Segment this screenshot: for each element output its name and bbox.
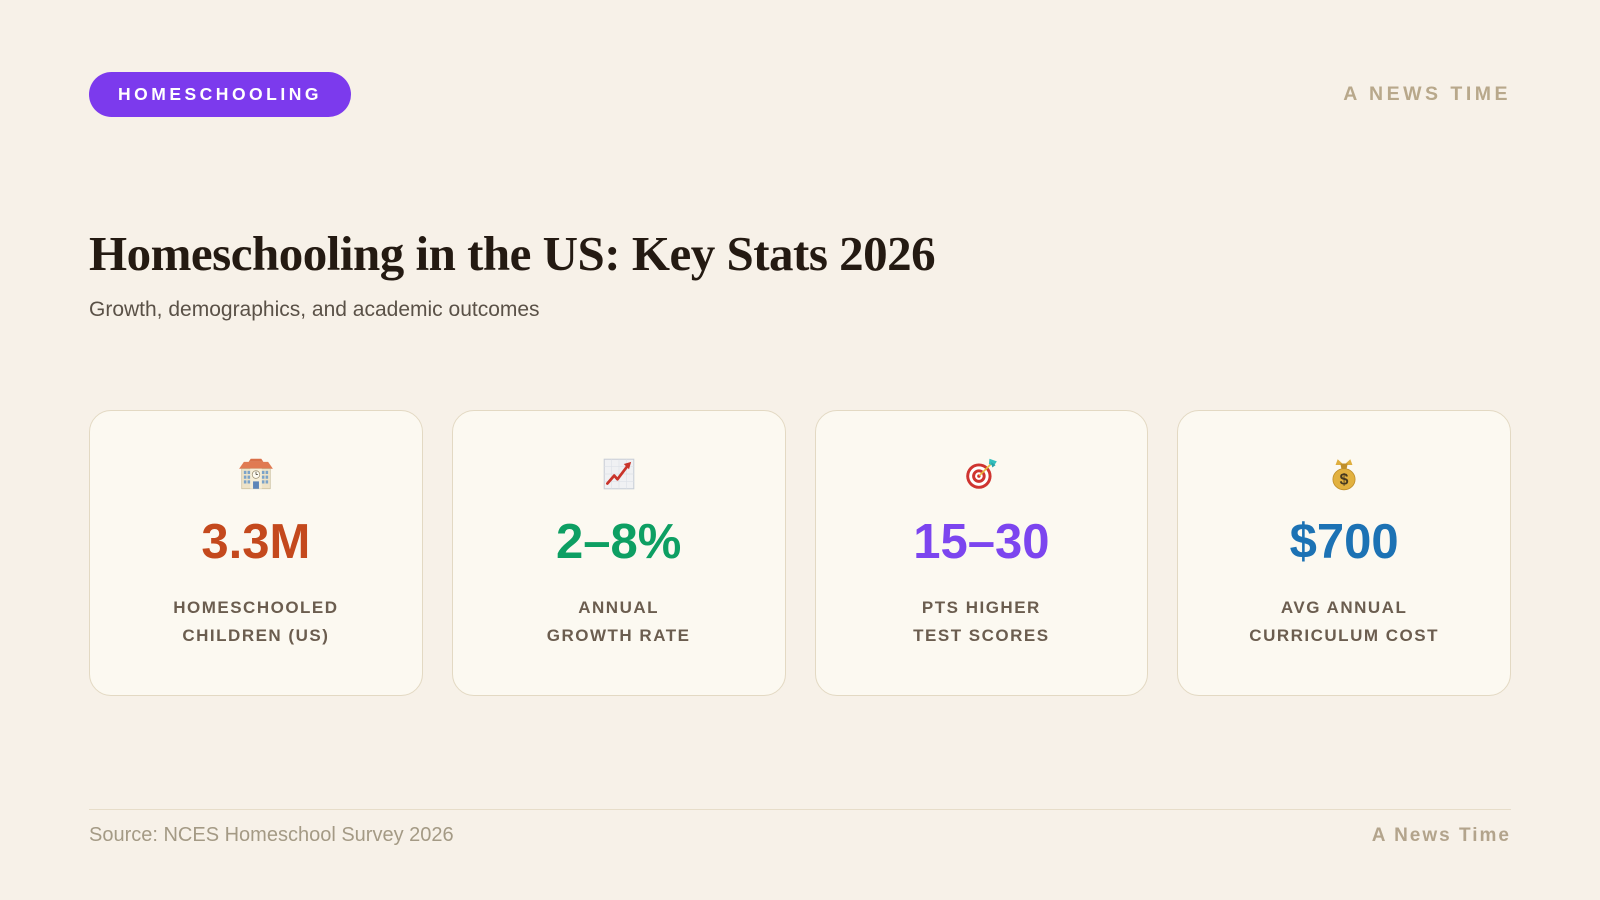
chart-increasing-icon — [600, 455, 638, 495]
stat-value: 3.3M — [201, 514, 311, 569]
category-badge: HOMESCHOOLING — [89, 72, 351, 117]
stat-label-line: CURRICULUM COST — [1249, 625, 1439, 645]
money-bag-icon: $ — [1325, 455, 1363, 495]
stat-card-test-scores: 15–30 PTS HIGHER TEST SCORES — [814, 409, 1149, 696]
stat-label-line: HOMESCHOOLED — [173, 597, 339, 617]
stat-label: HOMESCHOOLED CHILDREN (US) — [90, 594, 422, 650]
stat-label-line: GROWTH RATE — [546, 625, 691, 645]
stat-label-line: CHILDREN (US) — [182, 625, 330, 645]
stat-label: PTS HIGHER TEST SCORES — [816, 594, 1148, 650]
stat-value: 15–30 — [913, 514, 1050, 569]
stat-value: $700 — [1289, 514, 1399, 569]
brand-name-footer: A News Time — [1371, 824, 1511, 846]
target-icon — [962, 455, 1000, 495]
stat-cards-row: 3.3M HOMESCHOOLED CHILDREN (US) 2–8% A — [89, 409, 1511, 696]
stat-card-homeschooled-children: 3.3M HOMESCHOOLED CHILDREN (US) — [89, 409, 423, 696]
school-icon — [237, 455, 275, 495]
stat-label: ANNUAL GROWTH RATE — [453, 594, 785, 650]
page-subtitle: Growth, demographics, and academic outco… — [89, 297, 540, 321]
brand-name-header: A NEWS TIME — [1343, 83, 1511, 105]
stat-label: AVG ANNUAL CURRICULUM COST — [1178, 594, 1510, 650]
svg-text:$: $ — [1340, 471, 1349, 488]
footer: Source: NCES Homeschool Survey 2026 A Ne… — [89, 809, 1511, 847]
stat-label-line: ANNUAL — [578, 597, 660, 617]
stat-value: 2–8% — [555, 514, 682, 569]
stat-card-curriculum-cost: $ $700 AVG ANNUAL CURRICULUM COST — [1177, 409, 1511, 696]
stat-card-growth-rate: 2–8% ANNUAL GROWTH RATE — [451, 409, 786, 696]
stat-label-line: AVG ANNUAL — [1280, 597, 1408, 617]
stat-label-line: TEST SCORES — [913, 625, 1050, 645]
page-title: Homeschooling in the US: Key Stats 2026 — [89, 226, 936, 281]
stat-label-line: PTS HIGHER — [921, 597, 1041, 617]
source-attribution: Source: NCES Homeschool Survey 2026 — [89, 824, 454, 846]
header: HOMESCHOOLING A NEWS TIME — [89, 72, 1511, 117]
